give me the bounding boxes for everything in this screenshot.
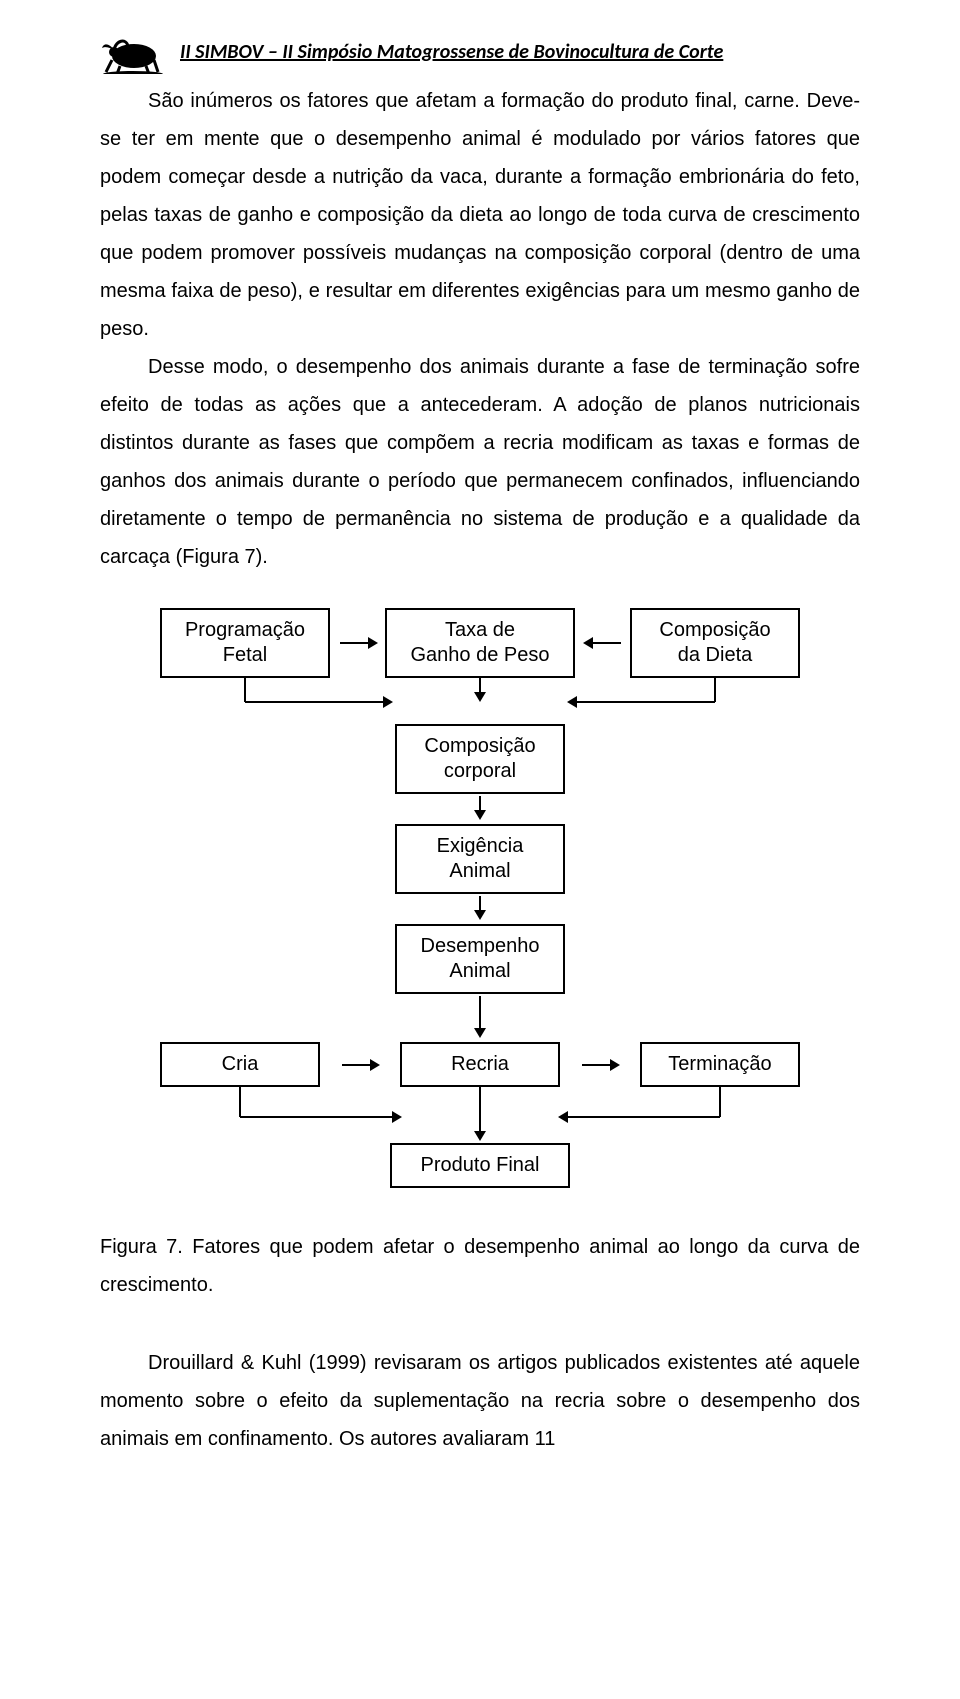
node-line: Cria [222,1052,259,1077]
node-terminacao: Terminação [640,1042,800,1087]
node-line: da Dieta [678,643,753,668]
arrow-right-icon [580,1055,620,1075]
node-line: Fetal [223,643,267,668]
node-line: Composição [424,734,535,759]
node-composicao-dieta: Composição da Dieta [630,608,800,678]
node-line: Taxa de [445,618,515,643]
body-text: São inúmeros os fatores que afetam a for… [100,82,860,576]
connector-bottom [160,1087,800,1143]
header-title: II SIMBOV – II Simpósio Matogrossense de… [180,40,723,64]
arrow-right-icon [338,633,378,653]
node-line: Programação [185,618,305,643]
node-line: Exigência [437,834,524,859]
node-produto-final: Produto Final [390,1143,570,1188]
figure-caption: Figura 7. Fatores que podem afetar o des… [100,1228,860,1304]
node-exigencia-animal: Exigência Animal [395,824,565,894]
reference-paragraph: Drouillard & Kuhl (1999) revisaram os ar… [100,1344,860,1458]
node-recria: Recria [400,1042,560,1087]
node-line: Terminação [668,1052,771,1077]
node-line: Produto Final [421,1153,540,1178]
node-line: corporal [444,759,516,784]
node-line: Animal [449,859,510,884]
connector-top [160,678,800,724]
node-line: Recria [451,1052,509,1077]
page-header: II SIMBOV – II Simpósio Matogrossense de… [100,30,860,74]
node-desempenho-animal: Desempenho Animal [395,924,565,994]
arrow-down-icon [160,796,800,822]
paragraph-1: São inúmeros os fatores que afetam a for… [100,82,860,348]
node-line: Desempenho [421,934,540,959]
flowchart: Programação Fetal Taxa de Ganho de Peso … [160,608,800,1188]
arrow-right-icon [340,1055,380,1075]
node-composicao-corporal: Composição corporal [395,724,565,794]
node-programacao-fetal: Programação Fetal [160,608,330,678]
node-line: Ganho de Peso [411,643,550,668]
arrow-left-icon [583,633,623,653]
arrow-down-icon [160,996,800,1040]
node-line: Animal [449,959,510,984]
node-line: Composição [659,618,770,643]
row-phases: Cria Recria Terminação [160,1042,800,1087]
row-top: Programação Fetal Taxa de Ganho de Peso … [160,608,800,678]
node-taxa-ganho: Taxa de Ganho de Peso [385,608,575,678]
bull-logo-icon [100,30,166,74]
node-cria: Cria [160,1042,320,1087]
paragraph-2: Desse modo, o desempenho dos animais dur… [100,348,860,576]
arrow-down-icon [160,896,800,922]
